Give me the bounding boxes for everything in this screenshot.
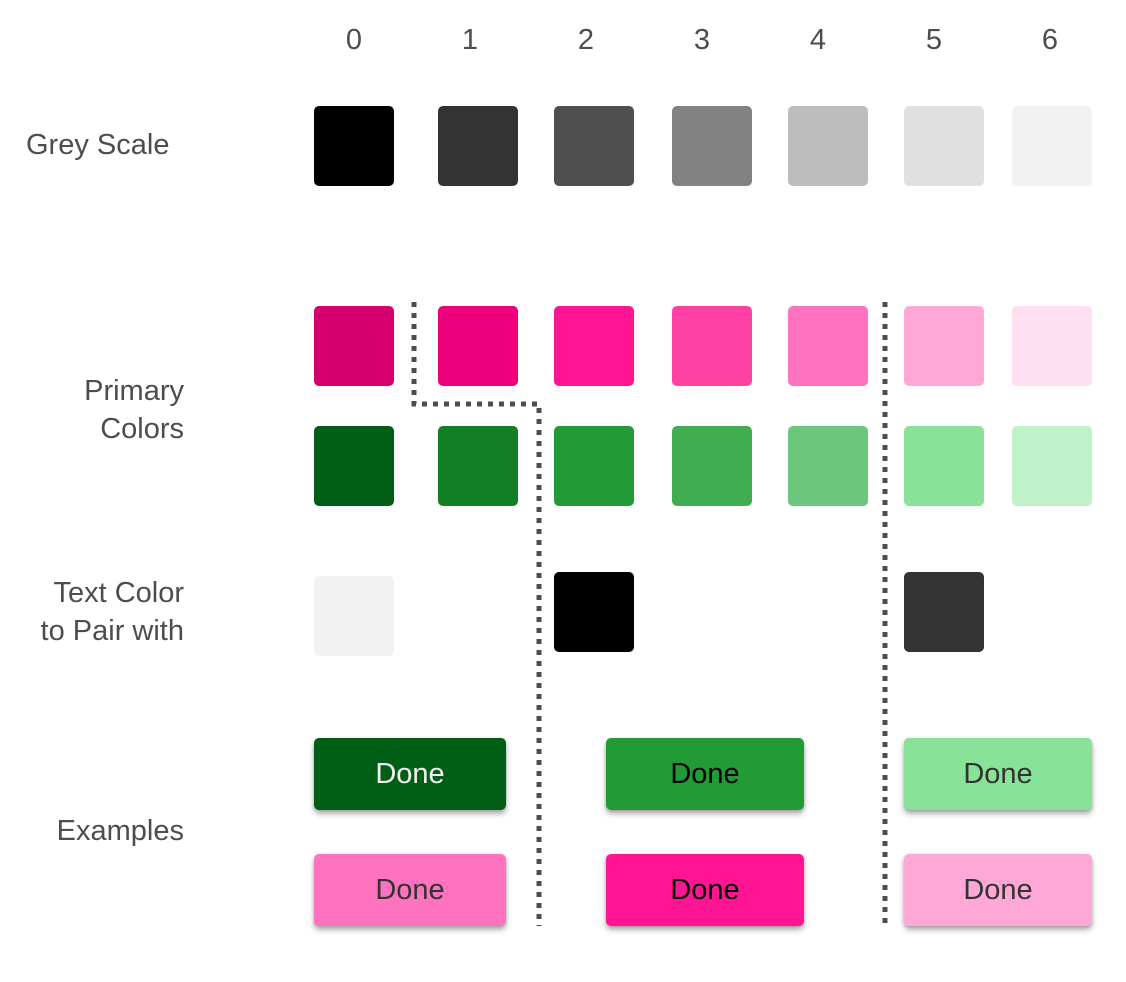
done-button-pink-light[interactable]: Done <box>904 854 1092 926</box>
done-button-green-light[interactable]: Done <box>904 738 1092 810</box>
column-label-4: 4 <box>809 24 827 56</box>
pink-swatch-2 <box>554 306 634 386</box>
done-button-pink-mid[interactable]: Done <box>606 854 804 926</box>
column-label-2: 2 <box>577 24 595 56</box>
grey-swatch-3 <box>672 106 752 186</box>
pink-swatch-1 <box>438 306 518 386</box>
column-label-3: 3 <box>693 24 711 56</box>
text-color-label-line1: Text Color <box>53 577 184 609</box>
grey-swatch-5 <box>904 106 984 186</box>
column-label-5: 5 <box>925 24 943 56</box>
column-label-0: 0 <box>345 24 363 56</box>
done-button-green-dark[interactable]: Done <box>314 738 506 810</box>
grey-swatch-6 <box>1012 106 1092 186</box>
primary-colors-label-line1: Primary <box>84 375 184 407</box>
pink-swatch-5 <box>904 306 984 386</box>
green-swatch-0 <box>314 426 394 506</box>
green-swatch-2 <box>554 426 634 506</box>
primary-colors-label-line2: Colors <box>100 413 184 445</box>
green-swatch-3 <box>672 426 752 506</box>
green-swatch-6 <box>1012 426 1092 506</box>
text-color-swatch-dark-grey <box>904 572 984 652</box>
examples-label: Examples <box>56 815 184 847</box>
green-swatch-4 <box>788 426 868 506</box>
grey-scale-label: Grey Scale <box>26 129 170 161</box>
text-color-swatch-light <box>314 576 394 656</box>
grey-swatch-1 <box>438 106 518 186</box>
grey-swatch-4 <box>788 106 868 186</box>
green-swatch-1 <box>438 426 518 506</box>
green-swatch-5 <box>904 426 984 506</box>
grey-swatch-0 <box>314 106 394 186</box>
pink-swatch-6 <box>1012 306 1092 386</box>
text-color-label-line2: to Pair with <box>40 615 184 647</box>
pink-swatch-0 <box>314 306 394 386</box>
column-label-1: 1 <box>461 24 479 56</box>
column-label-6: 6 <box>1041 24 1059 56</box>
done-button-pink-dark[interactable]: Done <box>314 854 506 926</box>
text-color-swatch-black <box>554 572 634 652</box>
pink-swatch-3 <box>672 306 752 386</box>
grey-swatch-2 <box>554 106 634 186</box>
divider-line-left <box>411 302 542 926</box>
pink-swatch-4 <box>788 306 868 386</box>
done-button-green-mid[interactable]: Done <box>606 738 804 810</box>
